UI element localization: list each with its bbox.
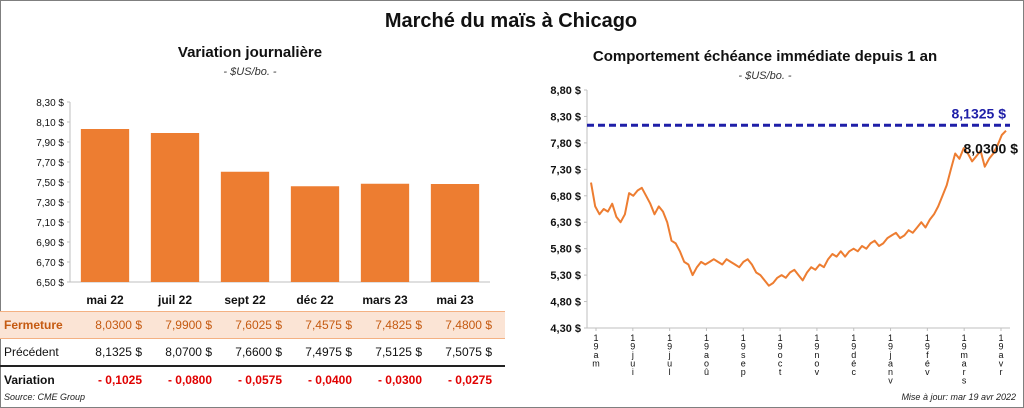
previous-cell: 7,5125 $ bbox=[375, 345, 422, 359]
y-tick-label: 6,50 $ bbox=[36, 278, 64, 289]
bar bbox=[220, 171, 270, 282]
bar bbox=[360, 183, 410, 282]
y-tick-label: 6,30 $ bbox=[550, 217, 581, 229]
bar bbox=[150, 133, 200, 282]
category-label: juil 22 bbox=[157, 293, 192, 307]
close-cell: 7,4825 $ bbox=[375, 318, 422, 332]
variation-row-label: Variation bbox=[4, 373, 55, 387]
previous-cell: 7,4975 $ bbox=[305, 345, 352, 359]
line-chart: 4,30 $ 4,80 $ 5,30 $ 5,80 $ 6,30 $ 6,80 $ 7,30… bbox=[550, 85, 1019, 386]
close-cell: 7,9900 $ bbox=[165, 318, 212, 332]
y-tick-label: 7,30 $ bbox=[36, 198, 64, 209]
previous-cell: 8,1325 $ bbox=[95, 345, 142, 359]
y-tick-label: 7,80 $ bbox=[550, 138, 581, 150]
close-cell: 7,4800 $ bbox=[445, 318, 492, 332]
previous-cell: 8,0700 $ bbox=[165, 345, 212, 359]
y-tick-label: 4,80 $ bbox=[550, 297, 581, 309]
category-label: mai 22 bbox=[86, 293, 124, 307]
y-tick-label: 4,30 $ bbox=[550, 323, 581, 335]
table-row-variation: Variation - 0,1025 - 0,0800 - 0,0575 - 0,04… bbox=[0, 367, 505, 393]
category-label: sept 22 bbox=[224, 293, 266, 307]
close-cell: 7,4575 $ bbox=[305, 318, 352, 332]
left-chart-unit: - $US/bo. - bbox=[223, 66, 277, 78]
bar bbox=[430, 184, 480, 282]
category-label: mars 23 bbox=[362, 293, 408, 307]
y-tick-label: 6,90 $ bbox=[36, 238, 64, 249]
variation-cell: - 0,0300 bbox=[377, 373, 422, 387]
close-cell: 7,6025 $ bbox=[235, 318, 282, 332]
bar bbox=[290, 186, 340, 282]
variation-cell: - 0,0400 bbox=[307, 373, 352, 387]
left-chart-title: Variation journalière bbox=[177, 44, 323, 61]
last-value-label: 8,0300 $ bbox=[964, 141, 1019, 157]
y-tick-label: 8,30 $ bbox=[36, 98, 64, 109]
y-tick-label: 7,30 $ bbox=[550, 164, 581, 176]
price-series-line bbox=[590, 130, 1007, 287]
bar bbox=[80, 129, 130, 282]
previous-cell: 7,6600 $ bbox=[235, 345, 282, 359]
reference-value-label: 8,1325 $ bbox=[952, 105, 1007, 121]
y-tick-label: 7,70 $ bbox=[36, 158, 64, 169]
table-row-close: Fermeture 8,0300 $ 7,9900 $ 7,6025 $ 7,4575… bbox=[0, 311, 505, 339]
table-row-previous: Précédent 8,1325 $ 8,0700 $ 7,6600 $ 7,4975… bbox=[0, 339, 505, 367]
y-tick-label: 8,30 $ bbox=[550, 111, 581, 123]
category-label: déc 22 bbox=[296, 293, 334, 307]
y-tick-label: 7,10 $ bbox=[36, 218, 64, 229]
close-row-label: Fermeture bbox=[4, 318, 63, 332]
category-label: mai 23 bbox=[436, 293, 474, 307]
y-tick-label: 6,80 $ bbox=[550, 191, 581, 203]
right-chart-unit: - $US/bo. - bbox=[738, 70, 792, 82]
y-tick-label: 8,80 $ bbox=[550, 85, 581, 97]
y-tick-label: 6,70 $ bbox=[36, 258, 64, 269]
bar-chart: 6,50 $ 6,70 $ 6,90 $ 7,10 $ 7,30 $ 7,50 $ 7,70… bbox=[36, 98, 490, 307]
previous-row-label: Précédent bbox=[4, 345, 59, 359]
y-tick-label: 8,10 $ bbox=[36, 118, 64, 129]
variation-cell: - 0,0800 bbox=[167, 373, 212, 387]
y-tick-label: 7,50 $ bbox=[36, 178, 64, 189]
right-chart-title: Comportement échéance immédiate depuis 1… bbox=[592, 48, 938, 65]
variation-cell: - 0,1025 bbox=[97, 373, 142, 387]
page-title: Marché du maïs à Chicago bbox=[384, 10, 638, 32]
variation-cell: - 0,0575 bbox=[237, 373, 282, 387]
y-tick-label: 5,80 $ bbox=[550, 244, 581, 256]
y-tick-label: 5,30 $ bbox=[550, 270, 581, 282]
updated-note: Mise à jour: mar 19 avr 2022 bbox=[901, 392, 1016, 402]
variation-cell: - 0,0275 bbox=[447, 373, 492, 387]
previous-cell: 7,5075 $ bbox=[445, 345, 492, 359]
y-tick-label: 7,90 $ bbox=[36, 138, 64, 149]
close-cell: 8,0300 $ bbox=[95, 318, 142, 332]
source-note: Source: CME Group bbox=[4, 392, 86, 402]
